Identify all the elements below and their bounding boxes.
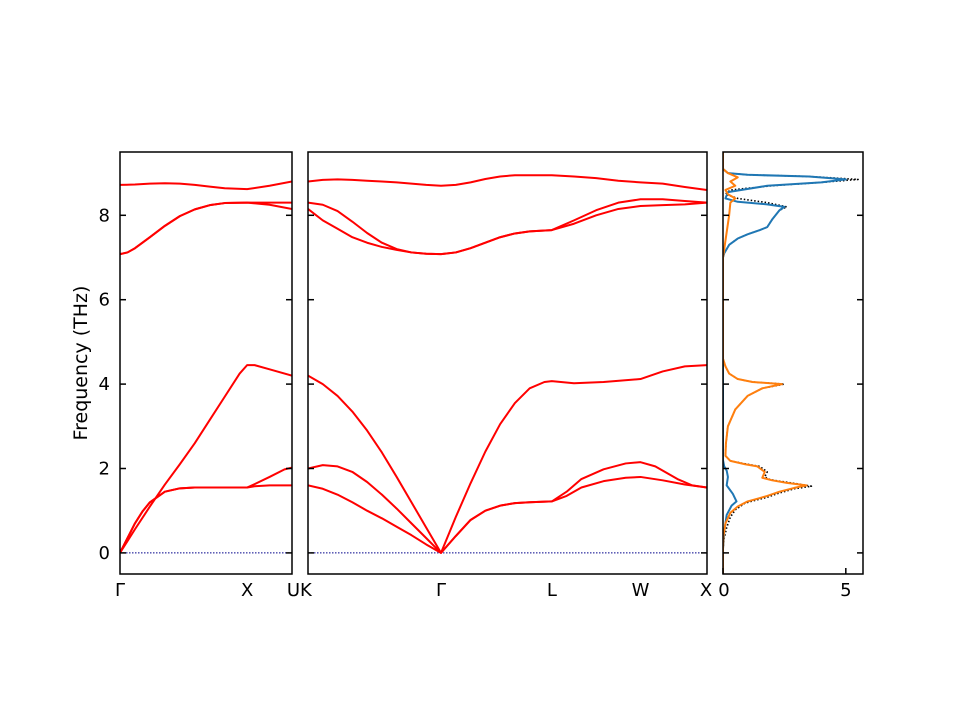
k-gamma-l-w-x-xtick-label-3: W — [632, 580, 650, 601]
gamma-x-u-xtick-label-0: Γ — [115, 580, 125, 601]
y-axis-label: Frequency (THz) — [70, 286, 92, 441]
dos-series-species-1 — [723, 152, 847, 574]
ytick-label-2: 2 — [99, 459, 110, 480]
k-gamma-l-w-x-xtick-label-4: X — [700, 580, 712, 601]
dos-frame — [722, 151, 864, 575]
gamma-x-u-band-1 — [120, 364, 292, 554]
dos-xtick-label-0: 0 — [718, 580, 729, 601]
k-gamma-l-w-x-band-2 — [308, 461, 707, 554]
gamma-x-u-xtick-label-2: U — [287, 580, 300, 601]
ytick-label-8: 8 — [99, 205, 110, 226]
dos-series-total — [723, 152, 859, 574]
gamma-x-u-xtick-label-1: X — [241, 580, 253, 601]
k-gamma-l-w-x-band-4 — [308, 201, 707, 256]
dos-series-species-2 — [723, 152, 808, 574]
gamma-x-u-band-5 — [120, 201, 292, 256]
gamma-x-u-band-6 — [120, 180, 292, 191]
k-gamma-l-w-x-band-1 — [308, 364, 707, 554]
gamma-x-u-band-2 — [120, 484, 292, 554]
ytick-label-4: 4 — [99, 374, 110, 395]
k-gamma-l-w-x-xtick-label-0: K — [300, 580, 313, 601]
gamma-x-u-frame — [119, 151, 293, 575]
gamma-x-u-band-4 — [120, 201, 292, 256]
k-gamma-l-w-x-band-5 — [308, 198, 707, 256]
k-gamma-l-w-x-band-6 — [308, 174, 707, 191]
gamma-x-u-band-3 — [120, 466, 292, 554]
ytick-label-6: 6 — [99, 290, 110, 311]
dos-xtick-label-1: 5 — [840, 580, 851, 601]
k-gamma-l-w-x-band-3 — [308, 475, 707, 554]
k-gamma-l-w-x-frame — [307, 151, 708, 575]
k-gamma-l-w-x-xtick-label-1: Γ — [436, 580, 446, 601]
k-gamma-l-w-x-xtick-label-2: L — [547, 580, 557, 601]
ytick-label-0: 0 — [99, 543, 110, 564]
